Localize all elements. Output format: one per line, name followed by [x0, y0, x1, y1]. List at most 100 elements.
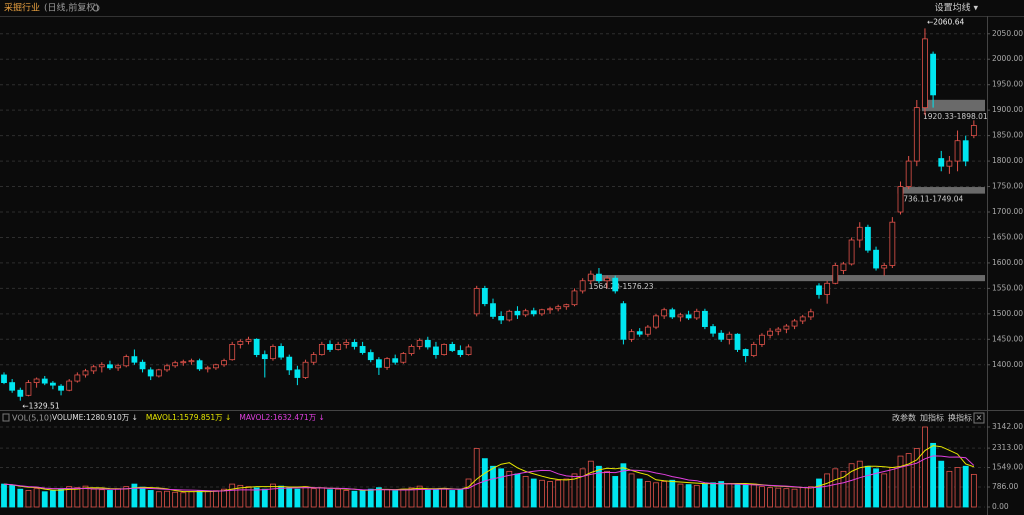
- candle-body: [465, 346, 472, 355]
- volume-bar: [579, 468, 586, 508]
- candle-body: [74, 374, 81, 382]
- candle-body: [204, 367, 211, 370]
- settings-icon[interactable]: [92, 4, 100, 12]
- volume-bar: [115, 488, 121, 508]
- volume-bar: [824, 473, 831, 508]
- candle-body: [791, 320, 798, 327]
- candle-body: [620, 303, 627, 340]
- candle-body: [865, 226, 871, 251]
- volume-bar: [25, 490, 32, 508]
- volume-bar: [449, 490, 456, 508]
- volume-bar: [677, 483, 684, 508]
- indicator-button[interactable]: 换指标: [948, 413, 972, 423]
- volume-bar: [433, 489, 439, 508]
- candle-body: [384, 358, 390, 368]
- volume-bar: [441, 488, 448, 508]
- volume-bar: [693, 484, 700, 508]
- settings-button[interactable]: 设置均线 ▾: [935, 2, 979, 14]
- candle-body: [335, 344, 342, 350]
- volume-bar: [481, 458, 488, 508]
- volume-bar: [514, 473, 521, 508]
- volume-bar: [90, 488, 97, 508]
- y-tick-label: 1500.00: [992, 309, 1023, 318]
- extreme-label: ←2060.64: [927, 17, 965, 26]
- candle-body: [123, 356, 130, 367]
- volume-bar: [938, 460, 945, 508]
- candle-body: [905, 160, 912, 187]
- candle-body: [302, 361, 309, 378]
- candle-body: [66, 380, 73, 391]
- candle-body: [25, 382, 32, 396]
- indicator-button[interactable]: 改参数: [892, 413, 916, 423]
- candle-body: [375, 359, 382, 368]
- volume-ma-line: [3, 455, 975, 492]
- candle-body: [685, 314, 692, 319]
- volume-bar: [848, 463, 855, 508]
- candle-body: [343, 341, 350, 345]
- volume-bar: [726, 483, 733, 508]
- candle-body: [50, 382, 56, 386]
- volume-bar: [155, 491, 162, 508]
- close-icon[interactable]: ✕: [976, 414, 983, 423]
- candle-body: [449, 344, 456, 351]
- candle-body: [677, 314, 684, 318]
- volume-bar: [74, 487, 81, 508]
- y-tick-label: 1850.00: [992, 131, 1023, 140]
- volume-bar: [172, 491, 179, 508]
- candle-body: [172, 362, 179, 367]
- candle-body: [661, 309, 668, 317]
- volume-bar: [131, 483, 138, 508]
- close-box[interactable]: [973, 412, 985, 424]
- candle-body: [555, 306, 562, 310]
- volume-bar: [873, 468, 879, 508]
- volume-bar: [367, 488, 374, 508]
- volume-bar: [604, 470, 610, 508]
- volume-bar: [261, 488, 268, 508]
- candle-body: [547, 308, 553, 311]
- candle-body: [164, 365, 170, 371]
- candle-body: [310, 354, 317, 363]
- volume-toggle[interactable]: [2, 413, 10, 422]
- volume-bar: [66, 486, 73, 508]
- candle-body: [147, 369, 154, 377]
- candle-body: [742, 349, 749, 357]
- candle-body: [261, 354, 268, 360]
- volume-bar: [400, 488, 407, 508]
- indicator-button[interactable]: 加指标: [920, 413, 944, 423]
- candle-body: [278, 346, 285, 358]
- volume-bar: [245, 486, 252, 508]
- candle-body: [807, 311, 814, 318]
- volume-bar: [424, 488, 431, 508]
- candle-body: [832, 265, 839, 284]
- candle-body: [962, 140, 969, 162]
- volume-bar: [791, 488, 798, 508]
- volume-bar: [718, 481, 725, 508]
- candle-body: [530, 310, 537, 315]
- candle-body: [82, 370, 89, 376]
- gap-band: [921, 99, 985, 112]
- candle-body: [33, 378, 40, 383]
- volume-bar: [221, 488, 227, 508]
- candle-body: [359, 346, 366, 353]
- candle-body: [726, 333, 733, 340]
- candle-body: [9, 382, 16, 391]
- y-tick-label: 1950.00: [992, 80, 1023, 89]
- volume-bar: [930, 442, 936, 508]
- y-tick-label: 2050.00: [992, 29, 1023, 38]
- candle-body: [848, 239, 855, 265]
- candle-body: [954, 140, 961, 162]
- volume-bar: [498, 468, 505, 508]
- y-tick-label: 2313.00: [992, 443, 1023, 452]
- volume-bar: [392, 490, 399, 508]
- volume-bar: [905, 453, 912, 508]
- chart-subtitle: (日线,前复权): [44, 2, 99, 14]
- volume-bar: [212, 490, 219, 508]
- candle-body: [416, 339, 423, 347]
- y-tick-label: 1750.00: [992, 182, 1023, 191]
- volume-bar: [204, 490, 211, 508]
- volume-bar: [865, 465, 871, 508]
- volume-bar: [58, 488, 64, 508]
- volume-bar: [139, 486, 146, 508]
